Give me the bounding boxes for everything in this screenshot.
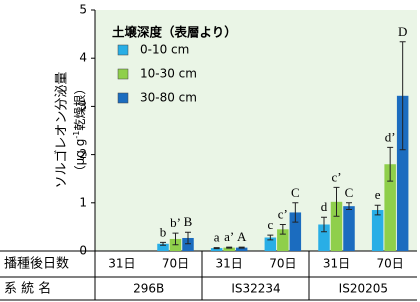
data-label: D bbox=[398, 24, 407, 39]
bar bbox=[235, 247, 248, 251]
row-label: 播種後日数 bbox=[4, 256, 69, 272]
data-label: c’ bbox=[331, 169, 341, 184]
error-bar bbox=[238, 246, 245, 249]
data-label: b bbox=[160, 224, 167, 239]
legend-label: 30-80 cm bbox=[140, 91, 197, 105]
bar bbox=[277, 229, 289, 251]
y-axis-label: ソルゴレオン分泌量 bbox=[54, 72, 70, 189]
x-tick-label: 70日 bbox=[162, 257, 189, 271]
legend-swatch bbox=[117, 44, 129, 56]
bar bbox=[343, 206, 355, 251]
y-tick-label: 3 bbox=[79, 99, 87, 113]
legend-label: 0-10 cm bbox=[140, 43, 189, 57]
bar bbox=[371, 210, 384, 251]
y-tick-label: 2 bbox=[79, 147, 87, 161]
group-label: IS32234 bbox=[231, 282, 280, 296]
data-label: C bbox=[345, 185, 354, 200]
x-tick-label: 31日 bbox=[216, 257, 243, 271]
bar bbox=[396, 95, 409, 252]
bar bbox=[384, 164, 396, 251]
bar bbox=[264, 237, 277, 251]
error-bar bbox=[374, 204, 381, 216]
data-label: d bbox=[321, 199, 328, 214]
x-tick-label: 70日 bbox=[377, 257, 404, 271]
error-bar bbox=[399, 41, 406, 151]
row-label: 系 統 名 bbox=[4, 281, 51, 297]
error-bar bbox=[172, 232, 179, 246]
bar bbox=[157, 243, 169, 251]
bar bbox=[223, 247, 235, 251]
data-label: c’ bbox=[278, 206, 288, 221]
error-bar bbox=[185, 231, 191, 245]
error-bar bbox=[267, 234, 274, 241]
data-label: B bbox=[184, 214, 193, 229]
data-label: d’ bbox=[385, 129, 396, 144]
plot-area bbox=[95, 10, 417, 251]
x-tick-label: 31日 bbox=[108, 257, 135, 271]
y-tick-label: 4 bbox=[79, 51, 87, 65]
y-tick-label: 0 bbox=[79, 244, 87, 258]
legend-swatch bbox=[117, 68, 129, 80]
error-bar bbox=[279, 223, 286, 235]
data-label: b’ bbox=[170, 215, 181, 230]
data-label: c bbox=[267, 217, 273, 232]
error-bar bbox=[333, 186, 340, 217]
y-tick-label: 1 bbox=[79, 195, 87, 209]
data-label: a’ bbox=[224, 229, 234, 244]
error-bar bbox=[321, 216, 327, 233]
legend-label: 10-30 cm bbox=[140, 67, 197, 81]
error-bar bbox=[213, 247, 220, 250]
bar bbox=[318, 224, 330, 251]
data-label: A bbox=[237, 229, 247, 244]
data-label: C bbox=[291, 185, 300, 200]
error-bar bbox=[346, 202, 352, 211]
error-bar bbox=[387, 146, 394, 182]
group-label: IS20205 bbox=[339, 282, 388, 296]
bar bbox=[182, 237, 194, 251]
x-tick-label: 70日 bbox=[269, 257, 296, 271]
group-label: 296B bbox=[133, 282, 164, 296]
bar bbox=[210, 248, 223, 251]
y-tick-label: 5 bbox=[79, 3, 87, 17]
data-label: e bbox=[375, 187, 381, 202]
error-bar bbox=[292, 202, 299, 223]
data-label: a bbox=[214, 230, 220, 245]
legend-title: 土壌深度（表層より） bbox=[112, 25, 237, 40]
x-tick-label: 31日 bbox=[323, 257, 350, 271]
error-bar bbox=[226, 246, 233, 249]
error-bar bbox=[160, 241, 166, 246]
legend-swatch bbox=[117, 92, 129, 104]
y-axis-unit: （μg g-1乾燥根） bbox=[72, 83, 87, 178]
bar bbox=[330, 201, 343, 251]
bar bbox=[289, 212, 302, 251]
